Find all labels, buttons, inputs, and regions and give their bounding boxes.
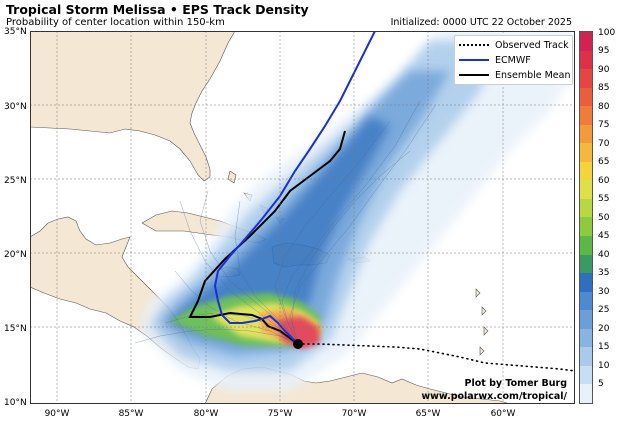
colorbar-label-100: 100 [598, 28, 616, 38]
colorbar-label-20: 20 [598, 324, 610, 334]
colorbar-label-80: 80 [598, 102, 610, 112]
colorbar-label-45: 45 [598, 231, 610, 241]
colorbar-label-50: 50 [598, 213, 610, 223]
colorbar-segment [580, 347, 592, 366]
lon-label-90: 90°W [44, 409, 70, 419]
ensemble-mean-track [188, 130, 346, 345]
legend-item-ensemble-mean: Ensemble Mean [459, 68, 571, 82]
credit-author: Plot by Tomer Burg [464, 378, 567, 389]
colorbar-segment [580, 87, 592, 107]
colorbar-segment [580, 69, 592, 88]
colorbar-label-5: 5 [598, 379, 604, 389]
lon-label-85: 85°W [118, 409, 144, 419]
land-lesser-antilles-2 [481, 306, 487, 316]
legend-label-ecmwf: ECMWF [495, 54, 531, 66]
map-title: Tropical Storm Melissa • EPS Track Densi… [6, 2, 309, 17]
colorbar-segment [580, 236, 592, 255]
colorbar-segment [580, 106, 592, 125]
gridlines [30, 31, 575, 404]
colorbar-segment [580, 328, 592, 348]
legend-item-observed: Observed Track [459, 38, 569, 52]
lon-label-65: 65°W [415, 409, 441, 419]
lat-label-30: 30°N [4, 102, 27, 112]
colorbar-label-15: 15 [598, 342, 610, 352]
colorbar-label-40: 40 [598, 250, 610, 260]
colorbar-label-90: 90 [598, 65, 610, 75]
colorbar-segment [580, 365, 592, 385]
lon-label-70: 70°W [341, 409, 367, 419]
land-lesser-antilles-4 [479, 346, 485, 356]
lat-label-10: 10°N [4, 398, 27, 408]
legend-label-ensemble-mean: Ensemble Mean [495, 69, 571, 81]
colorbar-segment [580, 273, 592, 292]
land-lesser-antilles-1 [475, 288, 481, 298]
colorbar-segment [580, 143, 592, 162]
lat-label-15: 15°N [4, 324, 27, 334]
lon-label-75: 75°W [267, 409, 293, 419]
colorbar-segment [580, 217, 592, 237]
colorbar-label-95: 95 [598, 46, 610, 56]
map-subtitle: Probability of center location within 15… [6, 17, 225, 28]
colorbar-label-30: 30 [598, 287, 610, 297]
colorbar-segment [580, 291, 592, 311]
map-frame [30, 31, 575, 404]
land-lesser-antilles-3 [483, 326, 489, 336]
colorbar-label-35: 35 [598, 268, 610, 278]
lat-label-35: 35°N [4, 27, 27, 37]
colorbar-label-70: 70 [598, 139, 610, 149]
colorbar-label-25: 25 [598, 305, 610, 315]
colorbar-segment [580, 180, 592, 199]
colorbar-segment [580, 384, 592, 403]
lat-label-25: 25°N [4, 176, 27, 186]
lon-label-80: 80°W [193, 409, 219, 419]
colorbar-label-85: 85 [598, 83, 610, 93]
colorbar-segment [580, 254, 592, 274]
colorbar-segment [580, 198, 592, 218]
colorbar [579, 31, 593, 404]
colorbar-segment [580, 124, 592, 144]
init-time: Initialized: 0000 UTC 22 October 2025 [390, 17, 572, 28]
lon-label-60: 60°W [490, 409, 516, 419]
colorbar-segment [580, 32, 592, 51]
track-density-map [30, 31, 575, 404]
colorbar-segment [580, 161, 592, 181]
colorbar-segment [580, 310, 592, 329]
legend-item-ecmwf: ECMWF [459, 53, 531, 67]
storm-position-marker [293, 339, 303, 349]
credit-url: www.polarwx.com/tropical/ [421, 391, 567, 402]
map-legend: Observed Track ECMWF Ensemble Mean [454, 35, 573, 85]
lat-label-20: 20°N [4, 250, 27, 260]
colorbar-label-65: 65 [598, 157, 610, 167]
colorbar-label-60: 60 [598, 176, 610, 186]
colorbar-label-75: 75 [598, 120, 610, 130]
legend-label-observed: Observed Track [495, 39, 569, 51]
ecmwf-track [213, 31, 376, 345]
colorbar-label-10: 10 [598, 361, 610, 371]
land-bahamas-1 [227, 170, 237, 184]
colorbar-label-55: 55 [598, 194, 610, 204]
colorbar-segment [580, 50, 592, 70]
density-field [140, 31, 575, 391]
